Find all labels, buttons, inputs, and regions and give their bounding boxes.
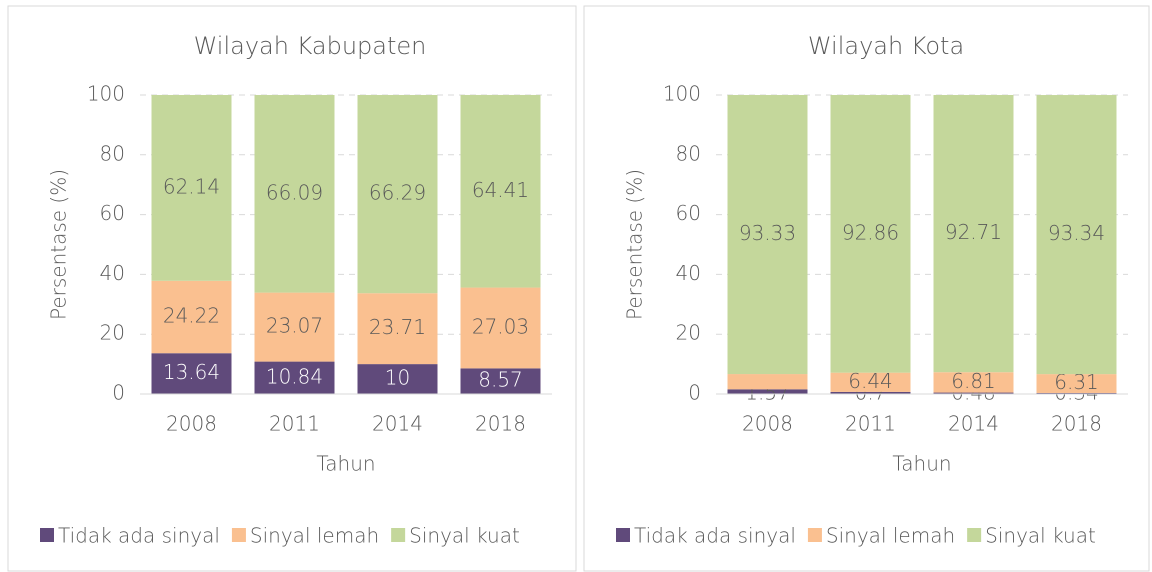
bar-segment bbox=[460, 287, 541, 369]
bar-segment bbox=[830, 95, 911, 373]
bar-segment bbox=[357, 293, 438, 365]
legend-swatch bbox=[40, 528, 54, 542]
x-tick-label: 2011 bbox=[845, 412, 896, 436]
bar-segment bbox=[727, 389, 808, 394]
y-tick-label: 40 bbox=[100, 261, 125, 285]
x-axis-title: Tahun bbox=[316, 452, 375, 476]
y-tick-label: 0 bbox=[112, 381, 125, 405]
bar-segment bbox=[357, 95, 438, 294]
bar-segment bbox=[933, 392, 1014, 394]
bar-segment bbox=[830, 372, 911, 392]
bar-segment bbox=[460, 368, 541, 394]
data-label: 23.07 bbox=[266, 314, 323, 338]
data-label: 27.03 bbox=[472, 314, 529, 338]
legend-label: Sinyal kuat bbox=[985, 524, 1096, 548]
legend-swatch bbox=[967, 528, 982, 542]
y-tick-label: 60 bbox=[100, 201, 125, 225]
legend-label: Tidak ada sinyal bbox=[58, 524, 220, 548]
x-tick-label: 2011 bbox=[269, 412, 320, 436]
y-tick-label: 60 bbox=[676, 201, 701, 225]
x-tick-label: 2018 bbox=[1051, 412, 1102, 436]
bar-segment bbox=[1036, 392, 1117, 394]
y-tick-label: 100 bbox=[87, 82, 125, 106]
data-label: 13.64 bbox=[163, 360, 220, 384]
x-tick-label: 2008 bbox=[166, 412, 217, 436]
y-tick-label: 0 bbox=[688, 381, 701, 405]
data-label: 10 bbox=[385, 366, 410, 390]
data-label: 10.84 bbox=[266, 364, 323, 388]
data-label: 6.81 bbox=[951, 369, 996, 393]
y-tick-label: 100 bbox=[663, 82, 701, 106]
x-axis-title: Tahun bbox=[892, 452, 951, 476]
data-label: 64.41 bbox=[472, 178, 529, 202]
y-tick-label: 40 bbox=[676, 261, 701, 285]
bar-segment bbox=[357, 364, 438, 394]
y-tick-label: 20 bbox=[100, 321, 125, 345]
bar-segment bbox=[254, 95, 335, 293]
bar-segment bbox=[254, 292, 335, 362]
y-tick-label: 80 bbox=[676, 141, 701, 165]
bar-segment bbox=[151, 280, 232, 354]
legend-swatch bbox=[231, 528, 246, 542]
legend-label: Sinyal lemah bbox=[826, 524, 955, 548]
bar-segment bbox=[727, 95, 808, 375]
y-tick-label: 80 bbox=[100, 141, 125, 165]
y-axis-title: Persentase (%) bbox=[47, 169, 71, 320]
panel-border bbox=[7, 5, 577, 572]
data-label: 66.29 bbox=[369, 181, 426, 205]
bar-segment bbox=[1036, 95, 1117, 375]
legend-swatch bbox=[391, 528, 406, 542]
chart-title: Wilayah Kota bbox=[808, 32, 964, 60]
data-label: 8.57 bbox=[478, 368, 523, 392]
data-label: 93.34 bbox=[1048, 221, 1105, 245]
bar-segment bbox=[151, 95, 232, 281]
panel-border bbox=[583, 5, 1150, 572]
legend-label: Sinyal kuat bbox=[409, 524, 520, 548]
x-tick-label: 2014 bbox=[372, 412, 423, 436]
legend-label: Sinyal lemah bbox=[250, 524, 379, 548]
data-label: 92.86 bbox=[842, 220, 899, 244]
bar-segment bbox=[460, 94, 541, 288]
x-tick-label: 2014 bbox=[948, 412, 999, 436]
y-tick-label: 20 bbox=[676, 321, 701, 345]
y-axis-title: Persentase (%) bbox=[623, 169, 647, 320]
data-label: 62.14 bbox=[163, 174, 220, 198]
chart-title: Wilayah Kabupaten bbox=[194, 32, 427, 60]
data-label: 6.44 bbox=[848, 369, 893, 393]
bar-segment bbox=[830, 391, 911, 394]
legend-swatch bbox=[616, 528, 630, 542]
x-tick-label: 2018 bbox=[475, 412, 526, 436]
bar-segment bbox=[727, 374, 808, 390]
bar-segment bbox=[254, 361, 335, 394]
bar-segment bbox=[933, 372, 1014, 393]
legend-swatch bbox=[807, 528, 822, 542]
legend-label: Tidak ada sinyal bbox=[634, 524, 796, 548]
x-tick-label: 2008 bbox=[742, 412, 793, 436]
bar-segment bbox=[1036, 374, 1117, 393]
data-label: 66.09 bbox=[266, 180, 323, 204]
data-label: 23.71 bbox=[369, 315, 426, 339]
data-label: 93.33 bbox=[739, 221, 796, 245]
bar-segment bbox=[933, 95, 1014, 373]
data-label: 24.22 bbox=[163, 304, 220, 328]
bar-segment bbox=[151, 353, 232, 394]
data-label: 92.71 bbox=[945, 220, 1002, 244]
